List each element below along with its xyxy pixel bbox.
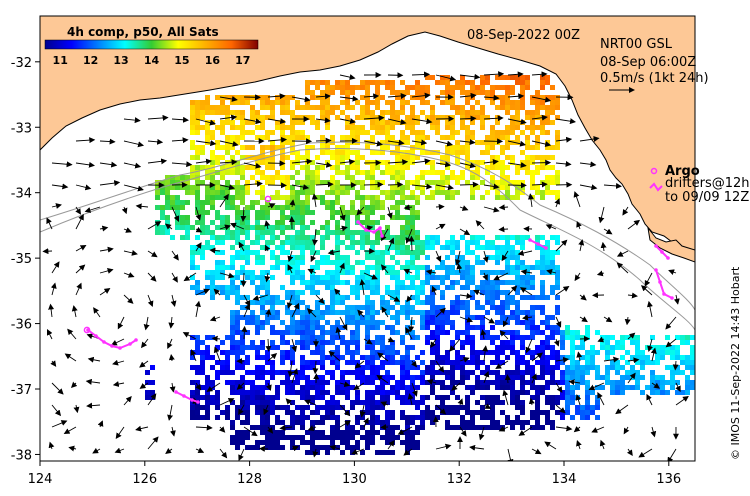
colorbar-tick-label: 14	[144, 54, 160, 67]
australia-landmass	[40, 16, 695, 251]
product-label: 4h comp, p50, All Sats	[67, 25, 219, 39]
y-tick-label: -33	[11, 121, 32, 136]
current-time-label: 08-Sep 06:00Z	[600, 55, 696, 70]
colorbar-tick-label: 13	[113, 54, 128, 67]
y-tick-label: -37	[11, 383, 32, 398]
coastline-detail	[647, 226, 695, 263]
y-tick-label: -34	[11, 187, 32, 202]
x-tick-label: 136	[656, 472, 681, 487]
argo-float-marker	[83, 326, 91, 334]
sst-data-layer	[145, 75, 695, 455]
x-axis: 124 126 128 130 132 134 136	[28, 461, 681, 487]
y-tick-label: -36	[11, 318, 32, 333]
colorbar-tick-label: 12	[83, 54, 98, 67]
x-tick-label: 132	[447, 472, 472, 487]
argo-marker-icon	[650, 167, 658, 175]
bathymetry-contour	[40, 147, 695, 331]
current-scale-label: 0.5m/s (1kt 24h)	[600, 71, 709, 86]
argo-legend-label: Argo	[665, 164, 700, 179]
colorbar-tick-label: 16	[205, 54, 221, 67]
current-vectors	[42, 71, 689, 461]
drifter-tracks	[83, 195, 674, 404]
x-tick-label: 134	[552, 472, 577, 487]
y-tick-label: -32	[11, 56, 32, 71]
drifters-legend-line2: to 09/09 12Z	[665, 190, 749, 205]
y-tick-label: -35	[11, 252, 32, 267]
bathymetry-contour-inner	[40, 141, 695, 311]
current-source-label: NRT00 GSL	[600, 37, 673, 52]
drifters-legend-line1: drifters@12h	[665, 176, 750, 191]
drifter-marker-icon	[649, 182, 663, 192]
argo-float-marker	[264, 195, 272, 203]
x-tick-label: 128	[237, 472, 262, 487]
x-tick-label: 130	[342, 472, 367, 487]
y-axis: -32 -33 -34 -35 -36 -37 -38	[11, 56, 40, 463]
credit-label: © IMOS 11-Sep-2022 14:43 Hobart	[729, 266, 742, 460]
colorbar-tick-label: 15	[174, 54, 189, 67]
x-tick-label: 126	[132, 472, 157, 487]
colorbar-tick-label: 17	[235, 54, 250, 67]
y-tick-label: -38	[11, 448, 32, 463]
colorbar-ticks: 11 12 13 14 15 16 17	[53, 54, 251, 67]
colorbar	[44, 39, 259, 50]
plot-frame	[39, 15, 696, 462]
x-tick-label: 124	[28, 472, 53, 487]
date-label: 08-Sep-2022 00Z	[467, 28, 580, 43]
colorbar-tick-label: 11	[53, 54, 68, 67]
